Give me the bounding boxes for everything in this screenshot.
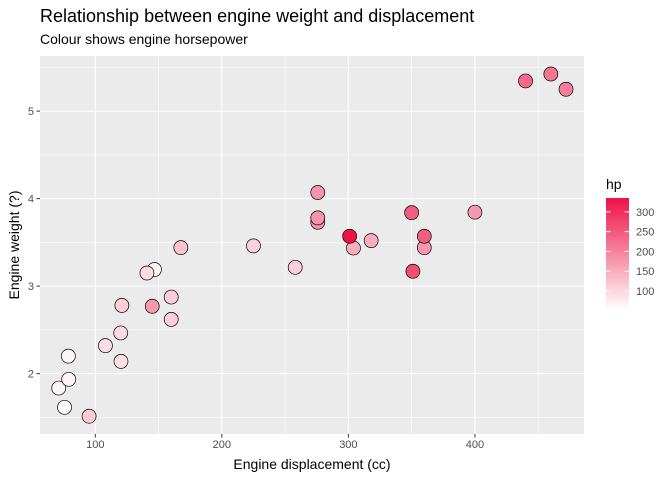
data-point [310, 210, 326, 226]
plot-panel [40, 56, 584, 434]
data-point [81, 408, 97, 424]
data-point [61, 371, 77, 387]
chart-title: Relationship between engine weight and d… [40, 6, 474, 26]
x-tick-label: 100 [86, 439, 104, 451]
y-axis: 2 3 4 5 [28, 106, 40, 381]
data-point [60, 348, 76, 364]
data-point [173, 240, 189, 255]
color-legend: hp 100 150 200 250 300 [606, 176, 654, 310]
data-point [405, 263, 421, 279]
y-tick-label: 3 [28, 281, 34, 293]
data-point [139, 265, 155, 281]
data-point [246, 238, 261, 254]
chart-subtitle: Colour shows engine horsepower [40, 31, 248, 47]
legend-break-label: 150 [636, 266, 654, 278]
legend-break-label: 250 [636, 227, 654, 239]
data-point [558, 81, 574, 97]
data-point [163, 312, 179, 327]
y-tick-label: 2 [28, 369, 34, 381]
major-gridlines [40, 56, 584, 434]
data-point [363, 233, 379, 248]
data-point [543, 66, 559, 82]
y-tick-label: 5 [28, 106, 34, 118]
data-point [144, 298, 160, 314]
data-point [114, 298, 130, 313]
data-point [98, 338, 113, 353]
data-point [51, 380, 67, 396]
data-point [163, 289, 179, 305]
data-point [113, 354, 129, 369]
x-axis-title: Engine displacement (cc) [233, 456, 390, 472]
y-axis-title: Engine weight (?) [6, 191, 22, 300]
x-tick-label: 300 [339, 439, 357, 451]
data-point [467, 204, 483, 220]
legend-ticks: 100 150 200 250 300 [606, 207, 654, 298]
legend-break-label: 100 [636, 286, 654, 298]
y-tick-label: 4 [28, 194, 34, 206]
data-point [404, 205, 420, 220]
data-points [51, 66, 574, 424]
x-tick-label: 200 [213, 439, 231, 451]
legend-break-label: 300 [636, 207, 654, 219]
data-point [287, 259, 303, 275]
data-point [518, 73, 533, 89]
colorbar [606, 198, 629, 310]
data-point [113, 325, 129, 341]
data-point [342, 228, 357, 244]
data-point [310, 185, 326, 200]
data-point [57, 399, 72, 415]
x-axis: 100 200 300 400 [86, 434, 484, 451]
minor-gridlines [40, 56, 584, 434]
x-tick-label: 400 [466, 439, 484, 451]
data-point [416, 228, 432, 244]
legend-break-label: 200 [636, 246, 654, 258]
legend-title: hp [606, 176, 622, 192]
